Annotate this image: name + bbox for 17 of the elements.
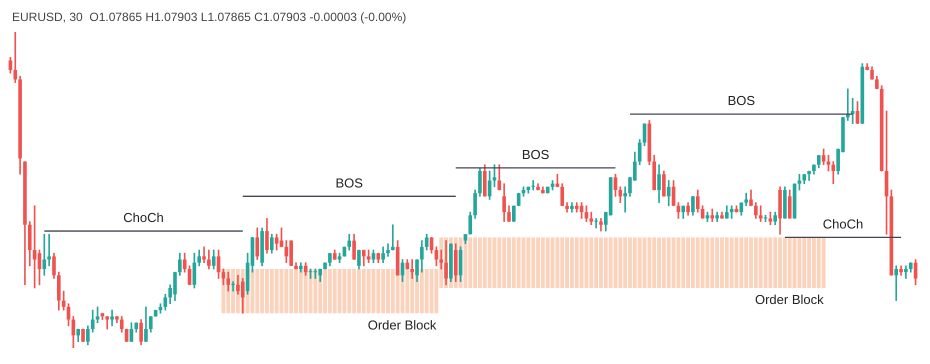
chart-title: EURUSD, 30 O1.07865 H1.07903 L1.07865 C1.07903 -0.00003 (-0.00%): [11, 9, 408, 26]
candlestick: [884, 110, 888, 235]
candlestick: [764, 214, 768, 222]
series-label: ChoCh: [822, 216, 864, 232]
candlestick: [202, 246, 206, 264]
candlestick: [386, 243, 390, 257]
candlestick: [96, 306, 100, 324]
series-label: BOS: [522, 146, 550, 162]
series-label: BOS: [336, 175, 364, 190]
candlestick: [826, 154, 830, 172]
candlestick: [110, 310, 114, 326]
candlestick: [492, 164, 496, 188]
candlestick: [599, 218, 603, 232]
series-label: Order Block: [368, 317, 437, 332]
series-label: Order Block: [754, 292, 824, 308]
series-label: BOS: [728, 93, 756, 108]
series-label: ChoCh: [123, 210, 164, 226]
